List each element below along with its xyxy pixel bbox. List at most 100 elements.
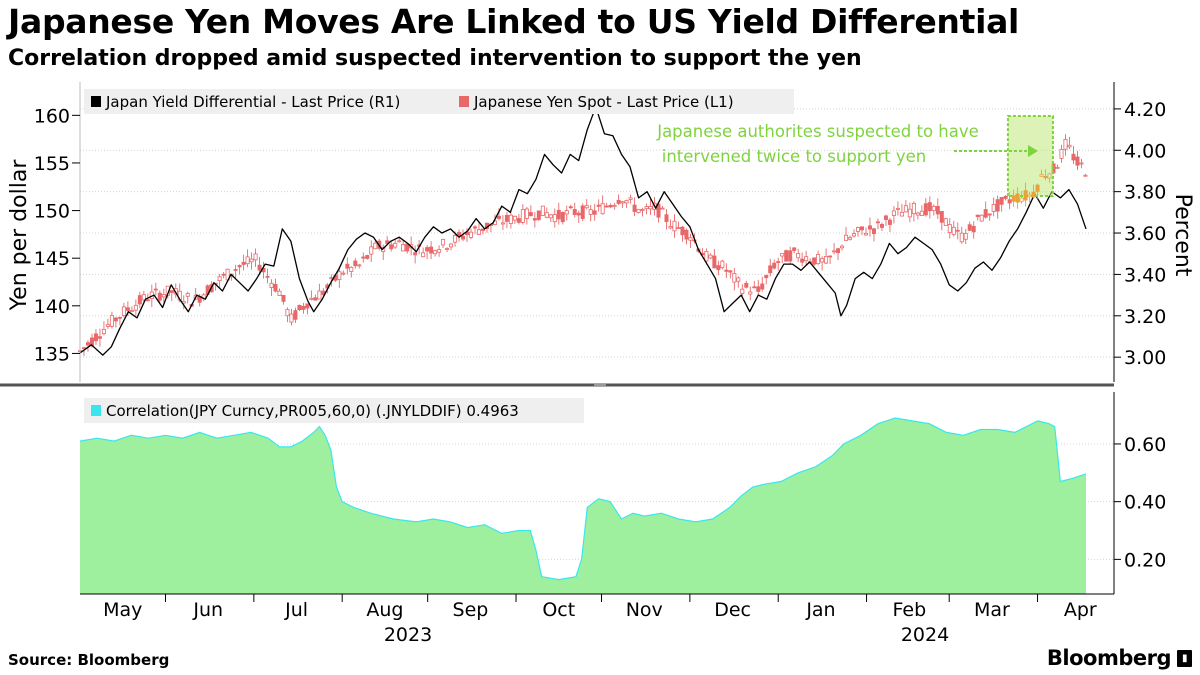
yen-candle [1067,144,1072,148]
yen-candle [173,288,178,295]
yen-candle [824,256,829,264]
yen-candle [397,240,402,243]
yen-candle [233,269,238,271]
x-tick-label: Dec [714,599,751,621]
yen-candle [169,290,174,293]
yen-candle [856,227,861,232]
yen-candle [995,199,1000,212]
yen-candle [129,309,134,312]
yen-candle [329,277,334,280]
yen-candle [305,303,310,309]
yen-candle [273,284,278,292]
yen-candle [772,262,777,269]
yen-candle [708,254,713,259]
left-tick-label: 160 [34,105,70,127]
yen-candle [532,218,537,221]
yen-candle [508,214,513,224]
yen-candle [624,200,629,204]
x-tick-label: Mar [974,599,1010,621]
yen-candle [640,209,645,211]
yen-candle [915,212,920,216]
yen-candle [684,229,689,240]
correlation-area [80,418,1086,594]
yen-candle [117,316,122,319]
yen-candle [121,306,126,316]
yen-candle [137,295,142,305]
yen-candle [867,225,872,230]
yen-candle [357,264,362,267]
yen-candle [341,272,346,275]
yen-candle [337,271,342,280]
yen-candle [461,235,466,240]
yen-candle [297,304,302,311]
yen-candle [1035,184,1040,192]
yen-candle [237,265,242,268]
yen-candle [81,347,86,350]
left-axis-label: Yen per dollar [7,159,32,312]
right-tick-label: 3.60 [1124,223,1166,245]
yen-candle [588,209,593,215]
yen-candle [656,203,661,218]
yen-candle [780,252,785,257]
yen-candle [875,221,880,224]
yen-candle [157,292,162,301]
yen-candle [999,196,1004,205]
bottom-legend-box [84,398,584,423]
yen-candle [1055,166,1060,169]
chart-subtitle: Correlation dropped amid suspected inter… [8,46,862,71]
yen-candle [281,294,286,302]
yen-candle [680,226,685,236]
yen-candle [800,258,805,263]
year-label-2024: 2024 [901,624,949,646]
yen-candle [480,228,485,231]
yen-candle [453,235,458,243]
yen-candle [923,203,928,216]
yen-candle [636,208,641,213]
intervention-highlight-box [1006,115,1054,197]
yen-candle [632,204,637,212]
yen-candle [125,307,130,311]
yen-candle [449,243,454,248]
yen-candle [608,204,613,208]
x-tick-label: Sep [453,599,489,621]
yen-candle [752,286,757,289]
yen-candle [820,258,825,263]
yen-candle [951,226,956,235]
bottom-tick-label: 0.20 [1124,549,1166,571]
yen-candle [784,250,789,262]
source-note: Source: Bloomberg [8,651,170,669]
yen-candle [373,242,378,250]
right-tick-label: 3.40 [1124,264,1166,286]
legend-label-yen: Japanese Yen Spot - Last Price (L1) [473,93,734,111]
yen-candle [584,205,589,209]
yen-candle [1063,138,1068,150]
yen-candle [612,204,617,207]
yen-candle [776,261,781,263]
right-tick-label: 3.20 [1124,306,1166,328]
x-tick-label: May [103,599,142,621]
yen-candle [927,202,932,212]
legend-swatch-yen [459,96,469,107]
yen-candle [704,251,709,262]
yen-candle [109,315,114,327]
yen-candle [349,266,354,272]
right-axis-label: Percent [1170,194,1195,277]
yen-candle [1003,195,1008,199]
yen-candle [931,205,936,211]
yen-candle [1079,162,1084,165]
year-label-2023: 2023 [384,624,432,646]
yen-candle [556,209,561,220]
yen-candle [1083,174,1088,177]
yen-candle [437,249,442,253]
yen-candle [1039,174,1044,177]
yen-candle [496,215,501,219]
yen-candle [317,290,322,300]
yen-candle [361,256,366,259]
yen-candle [848,237,853,240]
yen-candle [947,224,952,233]
yen-candle [504,214,509,222]
yen-candle [389,244,394,250]
yen-candle [572,209,577,215]
right-tick-label: 4.00 [1124,140,1166,162]
yen-candle [101,329,106,335]
